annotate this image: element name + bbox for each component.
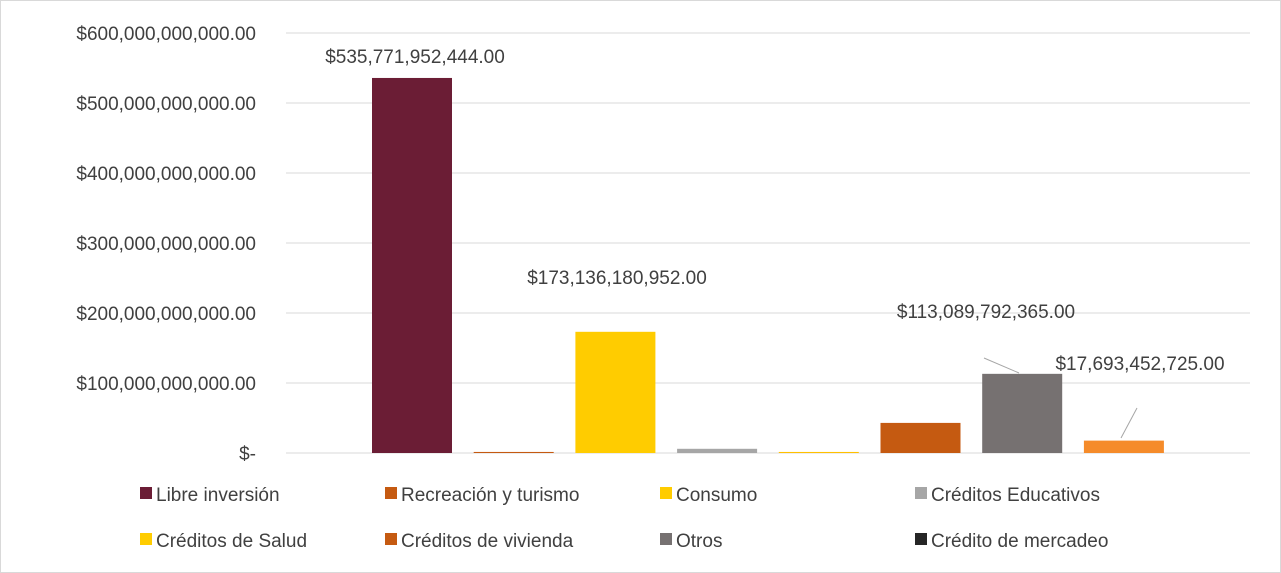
legend-swatch: [385, 487, 397, 499]
data-label: $535,771,952,444.00: [325, 47, 505, 68]
legend-label: Créditos Educativos: [931, 485, 1100, 506]
legend-swatch: [660, 533, 672, 545]
legend-label: Créditos de Salud: [156, 531, 307, 552]
legend-label: Otros: [676, 531, 722, 552]
y-tick-label: $300,000,000,000.00: [76, 234, 256, 255]
legend-swatch: [140, 487, 152, 499]
legend-label: Crédito de mercadeo: [931, 531, 1108, 552]
y-tick-label: $200,000,000,000.00: [76, 304, 256, 325]
bar-2: [575, 331, 656, 453]
leader-lines: [983, 357, 1138, 439]
y-tick-label: $-: [239, 444, 256, 465]
legend-label: Libre inversión: [156, 485, 280, 506]
bar-5: [880, 422, 961, 453]
legend-swatch: [140, 533, 152, 545]
leader-line: [983, 357, 1020, 374]
legend-swatch: [385, 533, 397, 545]
data-labels: $535,771,952,444.00 $173,136,180,952.00 $1…: [325, 47, 1224, 375]
y-tick-label: $500,000,000,000.00: [76, 94, 256, 115]
legend-swatch: [915, 487, 927, 499]
bar-1: [473, 451, 554, 453]
legend-swatch: [660, 487, 672, 499]
bar-4: [778, 451, 859, 453]
bars: [372, 77, 1164, 454]
data-label: $17,693,452,725.00: [1055, 354, 1224, 375]
bar-7: [1083, 440, 1164, 453]
bar-0: [372, 77, 452, 454]
y-tick-label: $600,000,000,000.00: [76, 24, 256, 45]
legend-label: Consumo: [676, 485, 757, 506]
bar-6: [982, 373, 1063, 453]
legend-label: Recreación y turismo: [401, 485, 579, 506]
data-label: $173,136,180,952.00: [527, 268, 707, 289]
legend: Libre inversión Recreación y turismo Consu…: [140, 485, 1108, 552]
y-axis: $- $100,000,000,000.00 $200,000,000,000.00…: [76, 24, 256, 465]
legend-label: Créditos de vivienda: [401, 531, 574, 552]
bar-3: [677, 448, 758, 453]
legend-swatch: [915, 533, 927, 545]
y-tick-label: $400,000,000,000.00: [76, 164, 256, 185]
data-label: $113,089,792,365.00: [897, 302, 1075, 323]
leader-line: [1120, 407, 1138, 439]
y-tick-label: $100,000,000,000.00: [76, 374, 256, 395]
